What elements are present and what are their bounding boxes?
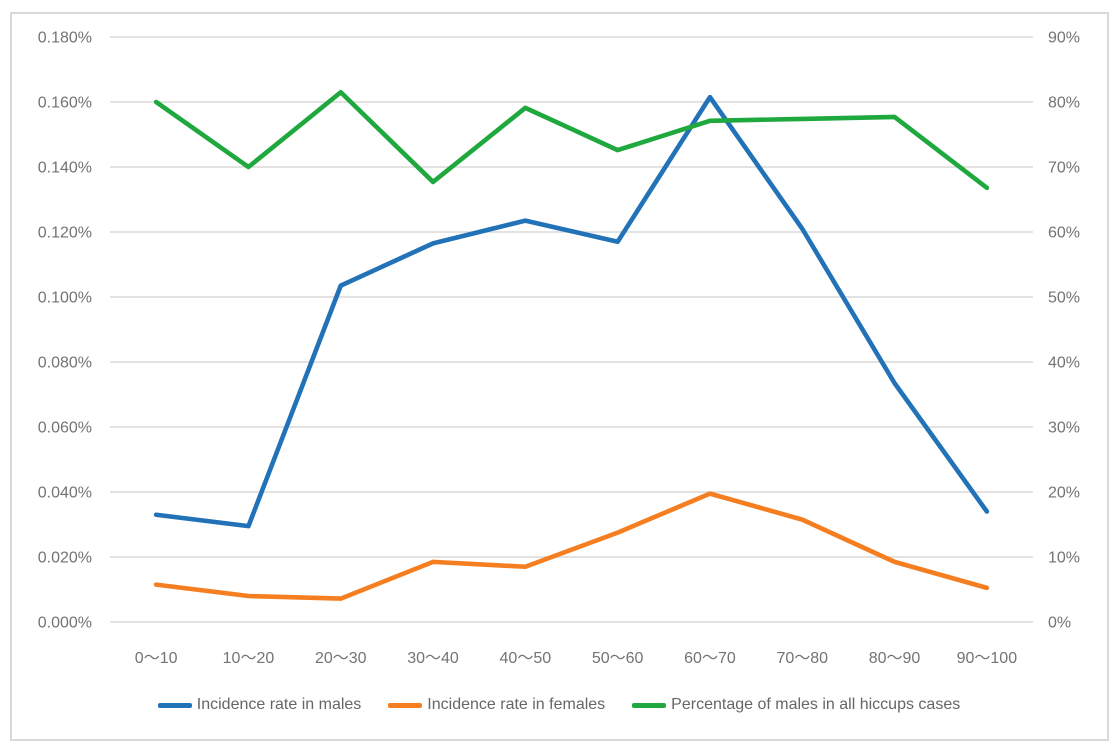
right-axis-tick-label: 20% <box>1048 485 1080 502</box>
legend-item: Incidence rate in females <box>388 696 605 714</box>
right-axis-tick-label: 30% <box>1048 420 1080 437</box>
legend-item: Percentage of males in all hiccups cases <box>632 696 960 714</box>
x-axis-tick-label: 10～20 <box>223 650 275 667</box>
right-axis-tick-label: 70% <box>1048 160 1080 177</box>
left-axis-tick-label: 0.080% <box>38 355 92 372</box>
chart-legend: Incidence rate in males Incidence rate in… <box>0 696 1118 714</box>
x-axis-tick-label: 90～100 <box>957 650 1018 667</box>
series-line-left-F57E20 <box>153 491 990 601</box>
left-axis-tick-label: 0.100% <box>38 290 92 307</box>
x-axis-tick-label: 80～90 <box>869 650 921 667</box>
right-axis-tick-label: 40% <box>1048 355 1080 372</box>
legend-label: Incidence rate in males <box>196 696 362 713</box>
left-axis-tick-label: 0.120% <box>38 225 92 242</box>
left-axis-tick-label: 0.160% <box>38 95 92 112</box>
x-axis-tick-label: 70～80 <box>776 650 828 667</box>
right-axis-tick-label: 80% <box>1048 95 1080 112</box>
x-axis-tick-label: 60～70 <box>684 650 736 667</box>
legend-item: Incidence rate in males <box>157 696 362 714</box>
x-axis-tick-label: 30～40 <box>407 650 459 667</box>
legend-line-swatch <box>632 702 667 708</box>
series-line-left-2272B8 <box>153 94 990 529</box>
series-line-right-1FA83D <box>153 89 990 191</box>
x-axis-tick-label: 50～60 <box>592 650 644 667</box>
right-axis-tick-label: 0% <box>1048 615 1071 632</box>
left-axis-tick-label: 0.040% <box>38 485 92 502</box>
right-axis-tick-label: 10% <box>1048 550 1080 567</box>
legend-line-swatch <box>388 702 423 708</box>
legend-line-swatch <box>157 702 192 708</box>
right-axis-tick-label: 60% <box>1048 225 1080 242</box>
x-axis-tick-label: 20～30 <box>315 650 367 667</box>
left-axis-tick-label: 0.140% <box>38 160 92 177</box>
left-axis-tick-label: 0.180% <box>38 30 92 47</box>
left-axis-tick-label: 0.020% <box>38 550 92 567</box>
left-axis-tick-label: 0.060% <box>38 420 92 437</box>
legend-label: Incidence rate in females <box>427 696 606 713</box>
left-axis-tick-label: 0.000% <box>38 615 92 632</box>
right-axis-tick-label: 50% <box>1048 290 1080 307</box>
x-axis-tick-label: 0～10 <box>135 650 178 667</box>
x-axis-tick-label: 40～50 <box>500 650 552 667</box>
right-axis-tick-label: 90% <box>1048 30 1080 47</box>
legend-label: Percentage of males in all hiccups cases <box>671 696 961 713</box>
